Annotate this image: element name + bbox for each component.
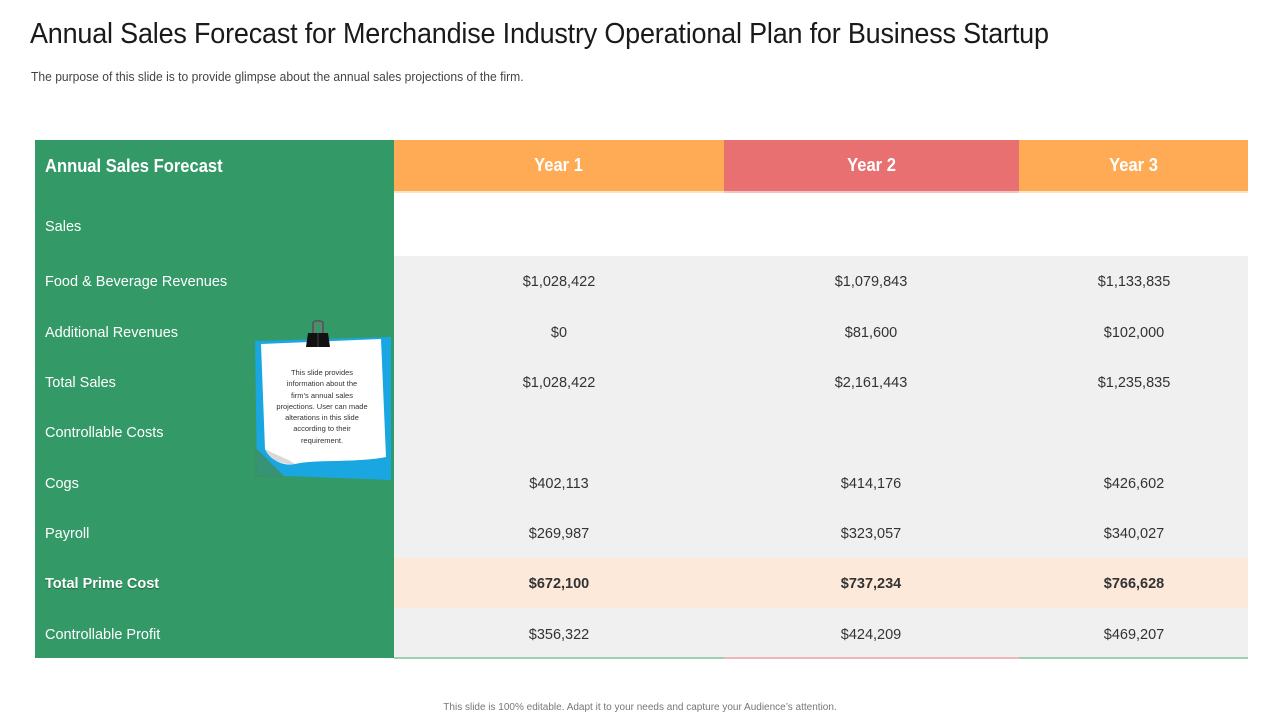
cell-payroll-year3: $340,027	[1103, 526, 1165, 542]
cell-total-prime-cost-year2: $737,234	[840, 576, 902, 592]
highlight-row-band	[394, 558, 1248, 608]
row-label-controllable-costs: Controllable Costs	[45, 425, 164, 441]
note-line: projections. User can made	[276, 401, 368, 411]
row-label-controllable-profit: Controllable Profit	[45, 627, 161, 643]
cell-food-beverage-year1: $1,028,422	[522, 274, 596, 290]
sticky-note: This slide provides information about th…	[255, 319, 391, 480]
note-line: firm’s annual sales	[291, 390, 353, 400]
bottom-edge-year3	[1019, 657, 1248, 659]
cell-controllable-profit-year1: $356,322	[528, 627, 590, 643]
note-line: requirement.	[300, 435, 344, 445]
cell-cogs-year3: $426,602	[1103, 476, 1165, 492]
note-line: according to their	[293, 424, 351, 434]
cell-total-prime-cost-year3: $766,628	[1103, 576, 1165, 592]
cell-additional-revenues-year1: $0	[550, 325, 568, 341]
bottom-edge-year2	[724, 657, 1019, 659]
last-row-band	[394, 608, 1248, 658]
row-label-payroll: Payroll	[45, 526, 90, 542]
cell-food-beverage-year3: $1,133,835	[1097, 274, 1171, 290]
cell-food-beverage-year2: $1,079,843	[834, 274, 908, 290]
page-subtitle: The purpose of this slide is to provide …	[31, 69, 524, 84]
page-title: Annual Sales Forecast for Merchandise In…	[30, 18, 1049, 50]
cell-additional-revenues-year3: $102,000	[1103, 325, 1165, 341]
row-label-total-prime-cost: Total Prime Cost	[45, 576, 160, 592]
row-label-cogs: Cogs	[45, 476, 79, 492]
header-year-3: Year 3	[1019, 140, 1248, 193]
cell-cogs-year2: $414,176	[840, 476, 902, 492]
cell-payroll-year1: $269,987	[528, 526, 590, 542]
header-year-1: Year 1	[394, 140, 724, 193]
cell-total-prime-cost-year1: $672,100	[528, 576, 590, 592]
note-line: This slide provides	[290, 368, 354, 377]
table-header-label: Annual Sales Forecast	[45, 156, 223, 176]
header-year-2: Year 2	[724, 140, 1019, 193]
sticky-note-graphic	[255, 337, 391, 480]
note-line: alterations in this slide	[285, 413, 359, 423]
cell-cogs-year1: $402,113	[529, 476, 589, 492]
row-label-sales: Sales	[45, 219, 82, 235]
row-label-additional-revenues: Additional Revenues	[45, 325, 179, 341]
cell-controllable-profit-year3: $469,207	[1103, 627, 1165, 643]
cell-total-sales-year2: $2,161,443	[834, 375, 908, 391]
row-label-food-beverage: Food & Beverage Revenues	[45, 274, 228, 290]
cell-additional-revenues-year2: $81,600	[844, 325, 898, 341]
forecast-table: Annual Sales Forecast Year 1 Year 2 Year…	[35, 140, 1248, 659]
binder-clip-icon	[306, 319, 330, 347]
cell-payroll-year2: $323,057	[840, 526, 902, 542]
footer-note: This slide is 100% editable. Adapt it to…	[443, 702, 837, 713]
cell-controllable-profit-year2: $424,209	[840, 627, 902, 643]
note-line: information about the	[286, 379, 358, 389]
row-label-total-sales: Total Sales	[45, 375, 116, 391]
bottom-edge-year1	[394, 657, 724, 659]
cell-total-sales-year1: $1,028,422	[522, 375, 596, 391]
cell-total-sales-year3: $1,235,835	[1097, 375, 1171, 391]
row-band-block	[394, 256, 1248, 558]
sticky-note-text: This slide provides information about th…	[269, 367, 375, 446]
